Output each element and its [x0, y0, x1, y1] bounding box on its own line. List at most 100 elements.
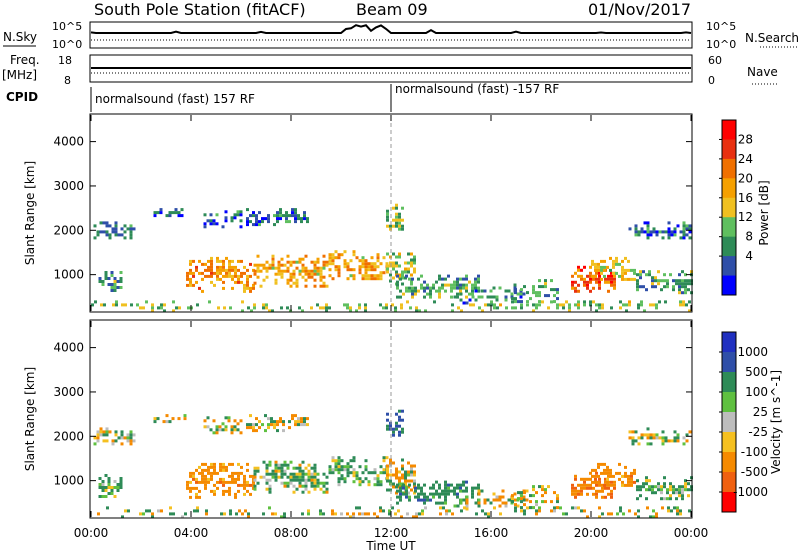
- data-cell: [222, 462, 225, 466]
- x-tick-label: 08:00: [274, 526, 309, 540]
- data-cell: [501, 495, 505, 499]
- data-cell: [465, 486, 468, 490]
- data-cell: [349, 268, 353, 272]
- data-cell: [456, 495, 459, 499]
- data-cell: [198, 495, 201, 499]
- data-cell: [679, 512, 682, 516]
- data-cell: [667, 230, 671, 234]
- data-cell: [417, 498, 420, 502]
- data-cell: [240, 483, 243, 487]
- data-cell: [98, 483, 102, 486]
- data-cell: [346, 277, 350, 281]
- data-cell: [240, 471, 243, 475]
- data-cell: [395, 467, 398, 471]
- data-cell: [544, 285, 547, 289]
- data-cell: [189, 259, 192, 263]
- data-cell: [206, 416, 210, 420]
- data-cell: [645, 488, 648, 492]
- data-cell: [415, 309, 418, 313]
- data-cell: [204, 468, 207, 472]
- data-cell: [688, 230, 692, 234]
- data-cell: [592, 277, 595, 281]
- data-cell: [316, 269, 320, 273]
- data-cell: [643, 309, 646, 313]
- data-cell: [435, 492, 438, 496]
- data-cell: [249, 220, 252, 224]
- data-cell: [286, 484, 290, 488]
- data-cell: [116, 483, 120, 486]
- data-cell: [586, 283, 589, 287]
- data-cell: [621, 480, 624, 484]
- data-cell: [514, 503, 517, 507]
- data-cell: [681, 494, 684, 498]
- data-cell: [511, 497, 514, 501]
- data-cell: [447, 489, 450, 493]
- data-cell: [444, 486, 447, 490]
- data-cell: [402, 492, 405, 496]
- data-cell: [438, 292, 441, 296]
- data-cell: [660, 497, 663, 501]
- data-cell: [277, 475, 281, 479]
- data-cell: [465, 504, 469, 508]
- data-cell: [574, 286, 577, 290]
- data-cell: [600, 277, 603, 281]
- data-cell: [210, 462, 213, 466]
- data-cell: [574, 474, 577, 478]
- data-cell: [621, 274, 624, 278]
- data-cell: [246, 268, 249, 272]
- colorbar-segment: [722, 217, 736, 238]
- data-cell: [625, 309, 628, 313]
- freq-label: Freq.: [10, 53, 40, 67]
- data-cell: [213, 465, 216, 469]
- data-cell: [243, 483, 246, 487]
- data-cell: [124, 303, 127, 307]
- data-cell: [451, 512, 454, 516]
- data-cell: [382, 456, 386, 460]
- data-cell: [456, 483, 459, 487]
- data-cell: [99, 427, 103, 431]
- data-cell: [316, 272, 320, 276]
- data-cell: [592, 486, 595, 490]
- data-cell: [401, 409, 404, 413]
- data-cell: [130, 303, 133, 307]
- data-cell: [352, 468, 356, 472]
- data-cell: [612, 262, 615, 266]
- data-cell: [459, 283, 462, 287]
- data-cell: [657, 282, 660, 286]
- data-cell: [201, 468, 204, 472]
- data-cell: [598, 483, 601, 487]
- data-cell: [119, 477, 123, 480]
- data-cell: [219, 268, 222, 272]
- data-cell: [556, 497, 559, 501]
- data-cell: [591, 474, 594, 478]
- data-cell: [279, 211, 282, 215]
- data-cell: [681, 491, 684, 495]
- data-cell: [643, 230, 647, 234]
- data-cell: [379, 465, 383, 469]
- data-cell: [117, 436, 121, 440]
- data-cell: [233, 216, 237, 220]
- data-cell: [681, 285, 684, 289]
- data-cell: [624, 271, 627, 275]
- data-cell: [258, 223, 261, 227]
- data-cell: [679, 300, 682, 304]
- data-cell: [265, 487, 269, 491]
- data-cell: [246, 286, 249, 290]
- data-cell: [595, 277, 598, 281]
- data-cell: [505, 306, 508, 310]
- data-cell: [213, 468, 216, 472]
- data-cell: [414, 489, 417, 493]
- data-cell: [101, 480, 105, 483]
- data-cell: [289, 481, 293, 485]
- data-cell: [386, 252, 389, 256]
- data-cell: [613, 277, 616, 281]
- data-cell: [292, 484, 296, 488]
- data-cell: [426, 498, 429, 502]
- data-cell: [114, 221, 118, 225]
- data-cell: [120, 433, 124, 437]
- data-cell: [414, 292, 417, 296]
- data-cell: [657, 270, 660, 274]
- data-cell: [107, 480, 111, 483]
- data-cell: [297, 420, 300, 424]
- data-cell: [577, 489, 580, 493]
